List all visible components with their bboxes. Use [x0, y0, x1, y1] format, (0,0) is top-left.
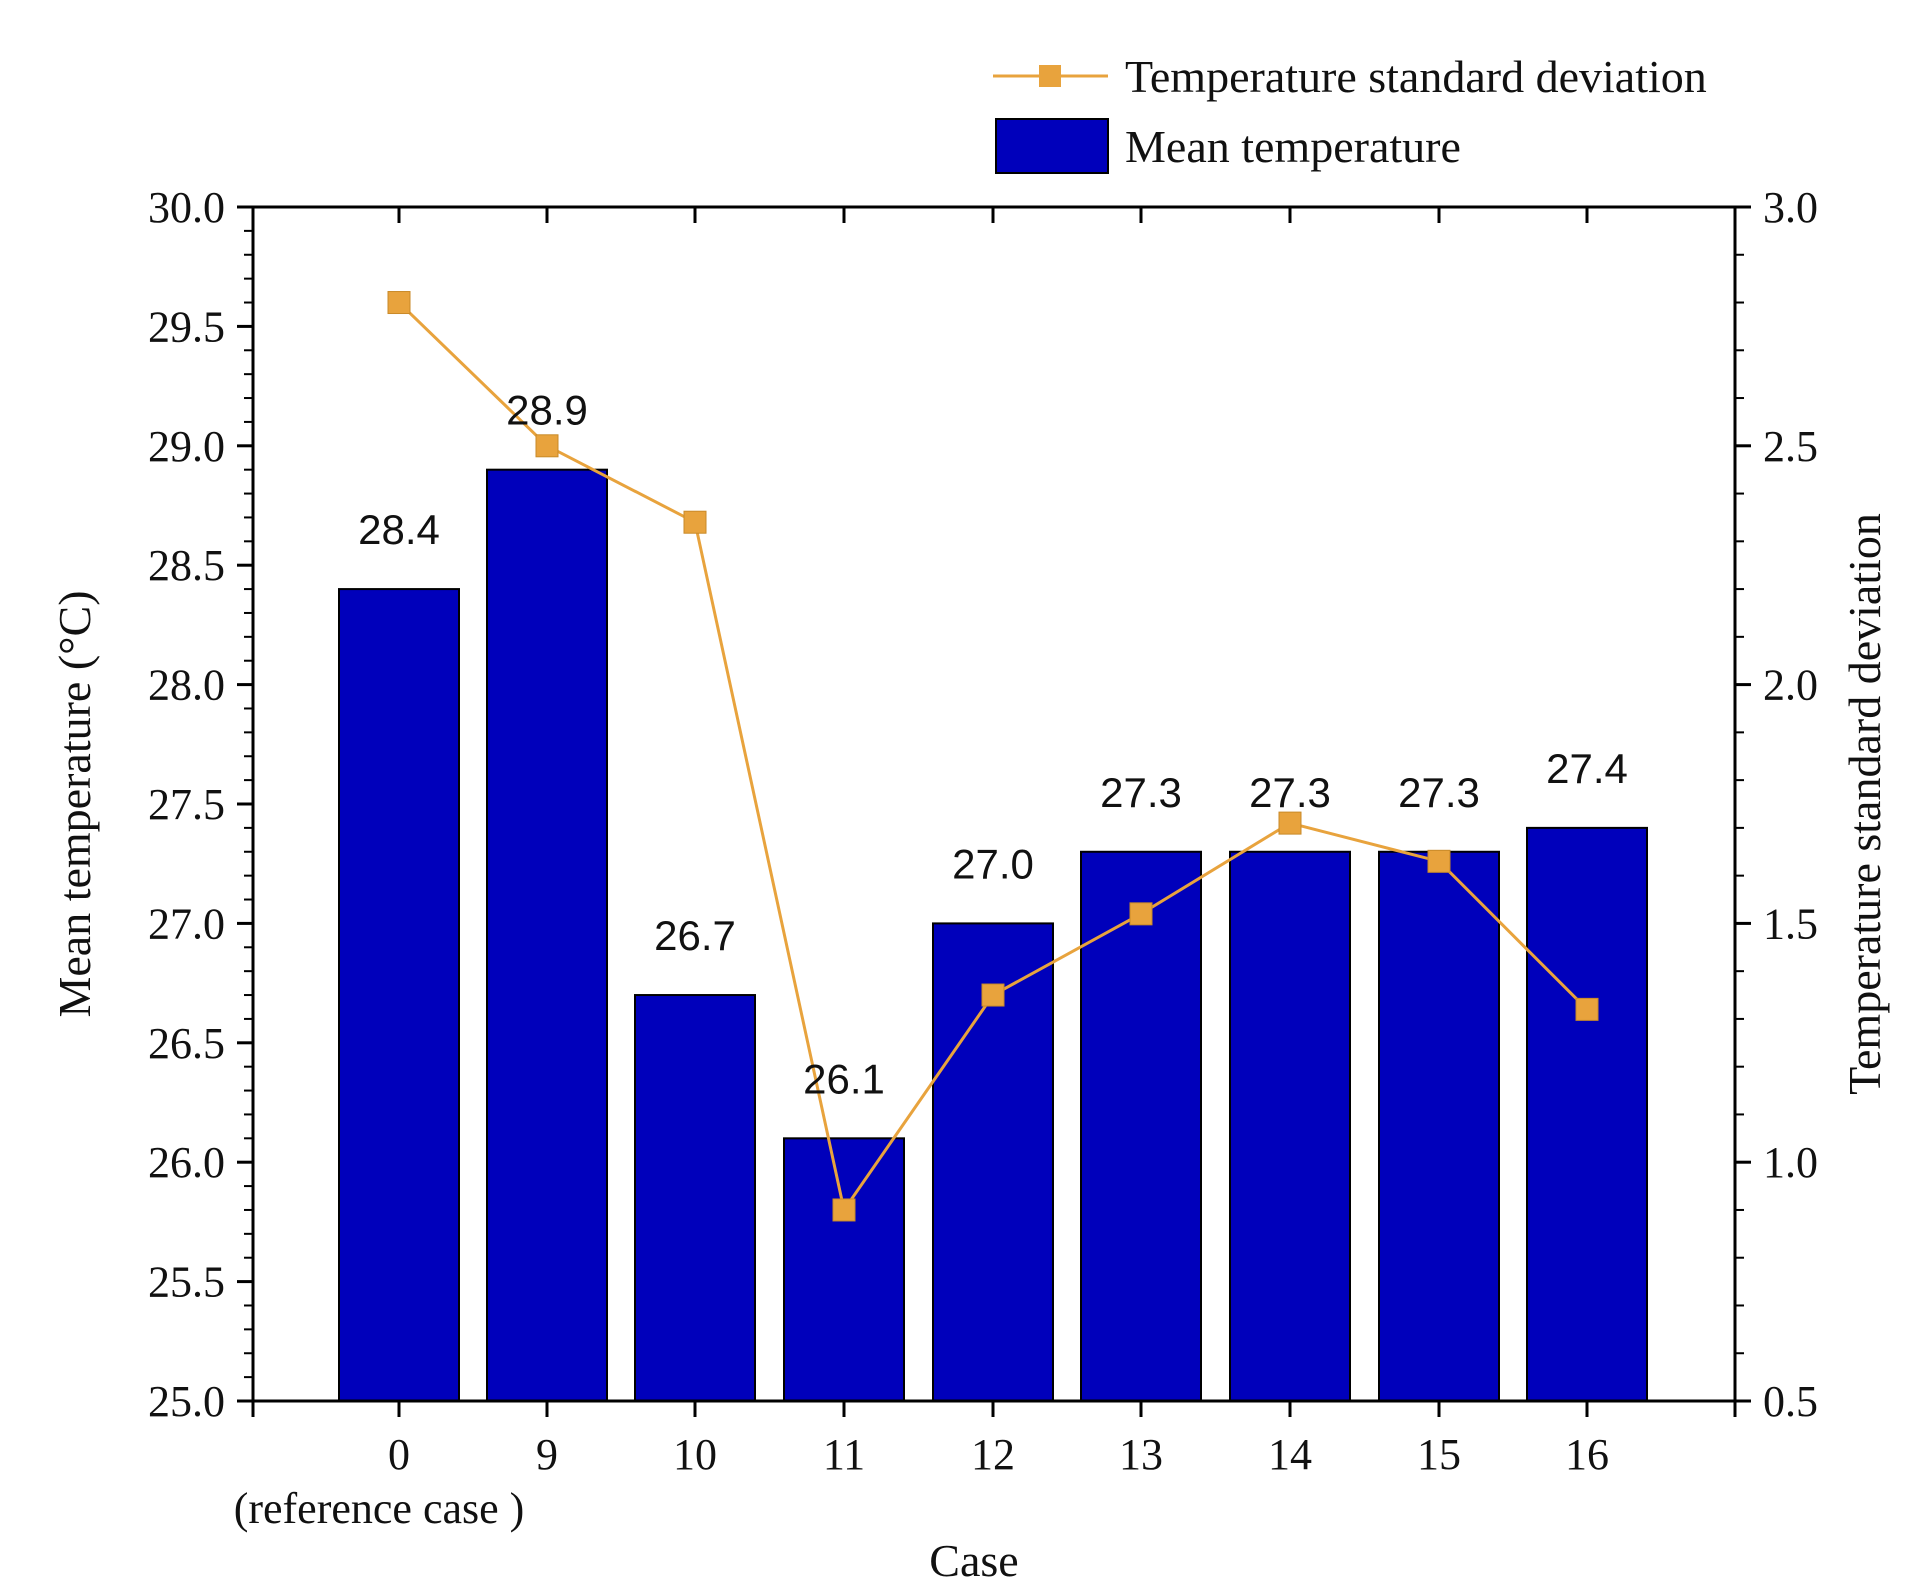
x-tick-label: 0 — [388, 1430, 410, 1479]
x-tick-label: 13 — [1119, 1430, 1163, 1479]
x-tick-label: 11 — [823, 1430, 865, 1479]
bar-value-label: 27.4 — [1546, 745, 1628, 792]
bar-value-label: 27.0 — [952, 840, 1034, 887]
left-tick-label: 29.0 — [148, 422, 225, 471]
x-axis-title: Case — [929, 1535, 1018, 1577]
right-tick-label: 3.0 — [1763, 183, 1818, 232]
right-tick-label: 1.0 — [1763, 1138, 1818, 1187]
legend-label-mean-temp: Mean temperature — [1125, 121, 1461, 172]
legend-bar-swatch — [995, 118, 1109, 174]
bar-mean-temp-16 — [1526, 826, 1648, 1402]
std-dev-point-10 — [683, 510, 707, 534]
x-tick-label: 10 — [673, 1430, 717, 1479]
legend-marker-swatch — [1039, 65, 1061, 87]
bar-value-label: 28.9 — [506, 387, 588, 434]
x-tick-label: 9 — [536, 1430, 558, 1479]
left-tick-label: 27.0 — [148, 899, 225, 948]
left-tick-label: 26.0 — [148, 1138, 225, 1187]
std-dev-point-9 — [535, 434, 559, 458]
legend-label-std-dev: Temperature standard deviation — [1125, 51, 1707, 102]
bar-value-label: 27.3 — [1398, 769, 1480, 816]
bar-value-label: 27.3 — [1100, 769, 1182, 816]
x-tick-label: 16 — [1565, 1430, 1609, 1479]
bars-layer — [338, 468, 1648, 1403]
y-axis-title-right: Temperature standard deviation — [1839, 513, 1890, 1095]
std-dev-point-0 — [387, 291, 411, 315]
std-dev-point-12 — [981, 983, 1005, 1007]
x-tick-label: 15 — [1417, 1430, 1461, 1479]
x-tick-sublabel: (reference case ) — [234, 1484, 525, 1533]
bar-value-label: 26.1 — [803, 1055, 885, 1102]
left-tick-label: 29.5 — [148, 302, 225, 351]
bar-mean-temp-13 — [1080, 850, 1202, 1402]
labels-layer: 28.4 28.9 26.7 26.1 27.0 27.3 27.3 27.3 27.4 25.0… — [49, 183, 1890, 1582]
std-dev-point-15 — [1427, 849, 1451, 873]
right-tick-label: 1.5 — [1763, 899, 1818, 948]
left-tick-label: 26.5 — [148, 1019, 225, 1068]
legend: Temperature standard deviation Mean tempe… — [993, 51, 1707, 174]
bar-mean-temp-9 — [486, 468, 608, 1402]
bar-value-label: 26.7 — [654, 912, 736, 959]
x-tick-label: 12 — [971, 1430, 1015, 1479]
std-dev-point-14 — [1278, 811, 1302, 835]
left-tick-label: 27.5 — [148, 780, 225, 829]
left-tick-label: 30.0 — [148, 183, 225, 232]
x-tick-label: 14 — [1268, 1430, 1312, 1479]
left-tick-label: 28.0 — [148, 661, 225, 710]
bar-mean-temp-14 — [1229, 850, 1351, 1402]
bar-value-label: 28.4 — [358, 506, 440, 553]
bar-mean-temp-0 — [338, 588, 460, 1402]
std-dev-point-11 — [832, 1198, 856, 1222]
bar-mean-temp-15 — [1378, 850, 1500, 1402]
left-tick-label: 28.5 — [148, 541, 225, 590]
left-tick-label: 25.5 — [148, 1258, 225, 1307]
axes-layer — [237, 205, 1751, 1417]
bar-mean-temp-10 — [634, 994, 756, 1402]
bar-value-label: 27.3 — [1249, 769, 1331, 816]
right-tick-label: 2.5 — [1763, 422, 1818, 471]
bar-mean-temp-11 — [783, 1137, 905, 1402]
right-tick-label: 2.0 — [1763, 661, 1818, 710]
left-tick-label: 25.0 — [148, 1377, 225, 1426]
y-axis-title-left: Mean temperature (°C) — [49, 590, 100, 1017]
std-dev-point-16 — [1575, 997, 1599, 1021]
std-dev-point-13 — [1129, 902, 1153, 926]
right-tick-label: 0.5 — [1763, 1377, 1818, 1426]
line-series-layer — [387, 291, 1599, 1222]
